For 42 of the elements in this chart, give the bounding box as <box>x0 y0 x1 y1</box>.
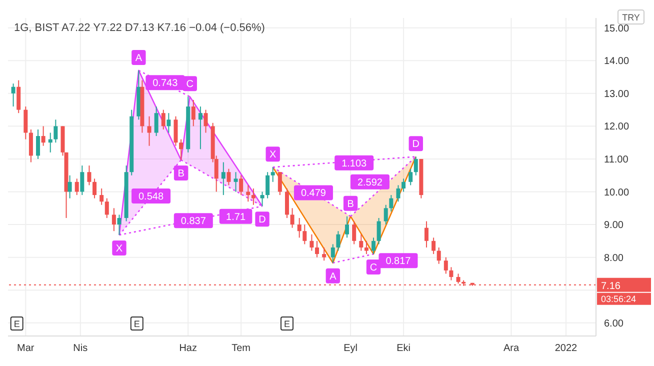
x-tick-label: Nis <box>73 343 88 354</box>
y-tick-label: 12.00 <box>604 122 630 133</box>
annotation: 2.592 <box>357 177 383 188</box>
x-tick-label: Tem <box>232 343 251 354</box>
x-tick-label: 2022 <box>554 343 578 354</box>
ref-line-label: 7.16 <box>601 280 621 292</box>
annotation: 0.817 <box>386 256 412 268</box>
annotation: C <box>186 79 194 90</box>
x-tick-label: Haz <box>179 343 198 354</box>
annotation: B <box>178 168 185 180</box>
chart-title: 1G, BIST A7.22 Y7.22 D7.13 K7.16 −0.04 (−0.56%) <box>14 22 265 34</box>
annotation: E <box>14 319 20 329</box>
annotation: X <box>270 150 277 161</box>
annotation: 0.837 <box>180 216 206 228</box>
y-tick-label: 14.00 <box>604 56 630 68</box>
x-tick-label: Mar <box>17 343 35 354</box>
annotation: D <box>412 139 420 150</box>
annotation: 1.71 <box>226 212 246 223</box>
text: 03:56:24 <box>601 294 636 304</box>
x-tick-label: Eki <box>396 343 410 354</box>
annotation: C <box>370 262 378 274</box>
y-tick-label: 15.00 <box>604 23 630 34</box>
y-tick-label: 10.00 <box>604 187 630 198</box>
annotation: A <box>135 52 142 64</box>
annotation: A <box>330 271 337 282</box>
text: TRY <box>622 12 640 22</box>
annotation: D <box>258 214 266 226</box>
x-tick-label: Eyl <box>344 343 358 354</box>
y-tick-label: 9.00 <box>604 220 624 232</box>
annotation: 0.479 <box>300 188 326 200</box>
y-tick-label: 11.00 <box>604 154 629 166</box>
annotation: X <box>116 244 123 255</box>
annotation: E <box>284 319 290 329</box>
annotation: 0.548 <box>138 192 164 203</box>
annotation: E <box>134 319 140 329</box>
annotation: B <box>347 198 354 210</box>
annotation: 0.743 <box>152 78 178 90</box>
x-tick-label: Ara <box>503 343 520 354</box>
y-tick-label: 6.00 <box>604 318 624 330</box>
annotation: 1.103 <box>342 158 368 170</box>
y-tick-label: 13.00 <box>604 88 630 100</box>
y-tick-label: 8.00 <box>604 252 624 264</box>
